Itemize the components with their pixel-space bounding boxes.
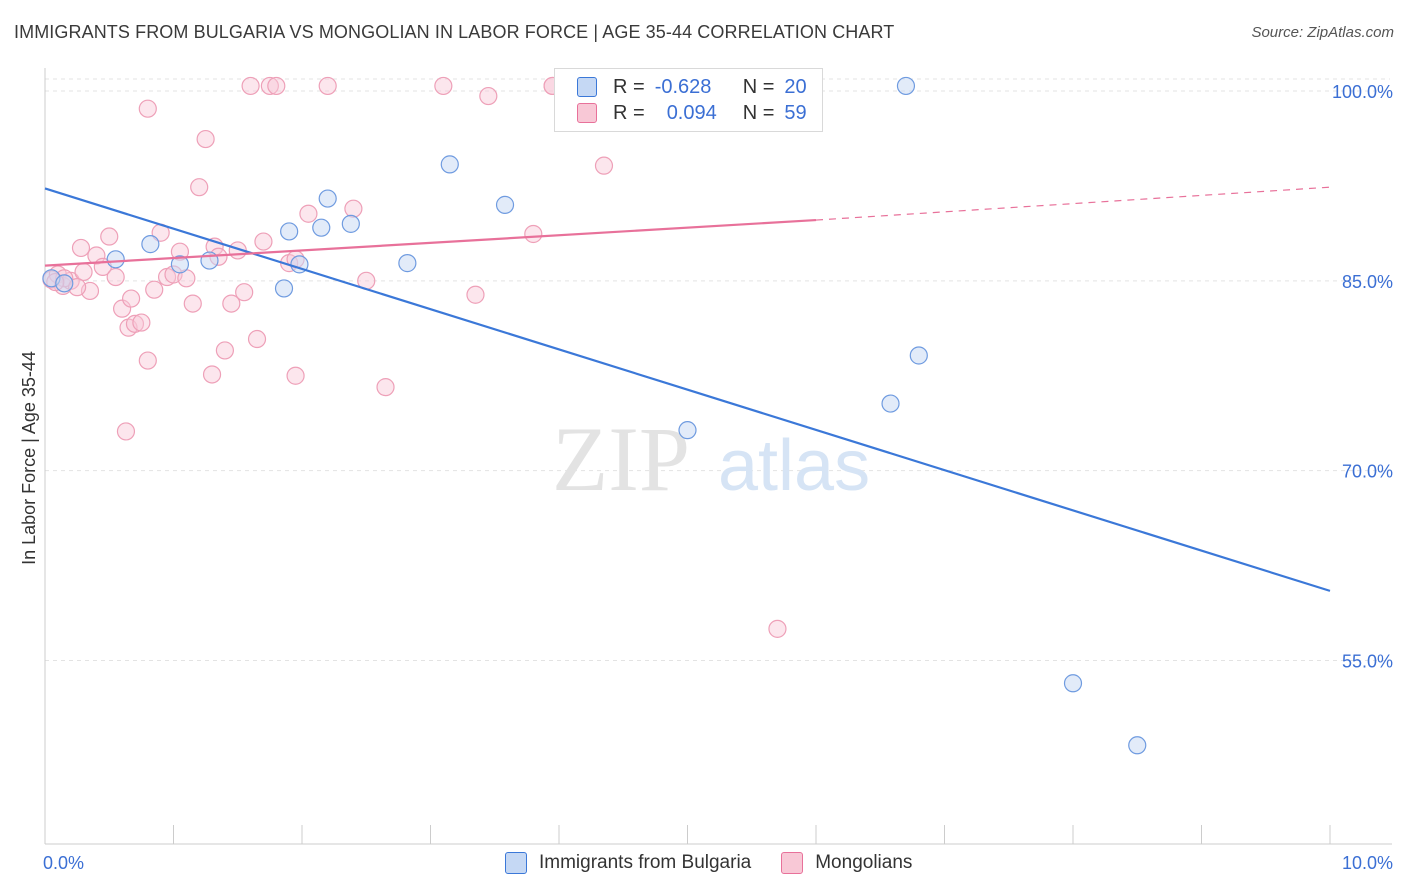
data-point-bulgaria bbox=[678, 421, 697, 440]
legend-label-bulgaria: Immigrants from Bulgaria bbox=[539, 852, 752, 873]
chart-title: IMMIGRANTS FROM BULGARIA VS MONGOLIAN IN… bbox=[14, 22, 895, 42]
data-point-bulgaria bbox=[312, 218, 331, 237]
legend-item-bulgaria: Immigrants from Bulgaria bbox=[505, 852, 751, 874]
y-tick-label: 55.0% bbox=[1342, 651, 1393, 671]
legend-r-value: 0.094 bbox=[666, 101, 717, 124]
legend-r-label: R = bbox=[613, 101, 645, 124]
data-point-mongolians bbox=[106, 267, 125, 287]
series-bulgaria-points bbox=[42, 76, 1147, 755]
legend-n-value: 59 bbox=[784, 101, 807, 124]
y-axis-label: In Labor Force | Age 35-44 bbox=[19, 351, 39, 565]
correlation-legend: R = -0.628 N = 20 R = 0.094 N = 59 bbox=[554, 68, 823, 132]
data-point-mongolians bbox=[594, 156, 614, 175]
axes bbox=[44, 68, 1392, 845]
x-tick-label: 10.0% bbox=[1342, 853, 1393, 873]
data-point-mongolians bbox=[299, 204, 318, 223]
data-point-bulgaria bbox=[896, 76, 916, 96]
data-point-mongolians bbox=[768, 619, 787, 638]
data-point-mongolians bbox=[466, 285, 485, 304]
data-point-mongolians bbox=[190, 178, 209, 197]
trend-line-bulgaria bbox=[44, 187, 1331, 592]
data-point-mongolians bbox=[183, 294, 202, 313]
series-legend: Immigrants from Bulgaria Mongolians bbox=[505, 852, 942, 874]
y-tick-label: 100.0% bbox=[1332, 82, 1393, 102]
data-point-bulgaria bbox=[55, 274, 74, 293]
data-point-mongolians bbox=[247, 329, 267, 349]
data-point-mongolians bbox=[318, 76, 337, 96]
data-point-mongolians bbox=[434, 76, 453, 96]
data-point-bulgaria bbox=[280, 222, 299, 241]
legend-r-label: R = bbox=[613, 75, 645, 98]
legend-swatch-blue bbox=[505, 852, 527, 874]
grid-lines bbox=[45, 78, 1390, 661]
data-point-mongolians bbox=[241, 76, 260, 96]
legend-r-value: -0.628 bbox=[654, 75, 712, 98]
series-mongolians-points bbox=[42, 76, 787, 638]
y-tick-label: 70.0% bbox=[1342, 462, 1393, 482]
legend-item-mongolians: Mongolians bbox=[781, 852, 912, 874]
data-point-bulgaria bbox=[495, 195, 515, 214]
axis-labels: 55.0% 70.0% 85.0% 100.0% 0.0% 10.0% In Labor F… bbox=[19, 82, 1393, 873]
data-point-mongolians bbox=[524, 224, 543, 244]
x-tick-label: 0.0% bbox=[43, 853, 84, 873]
data-point-mongolians bbox=[112, 299, 132, 318]
data-point-mongolians bbox=[286, 366, 305, 385]
data-point-mongolians bbox=[215, 341, 234, 360]
data-point-mongolians bbox=[196, 129, 215, 149]
legend-row-bulgaria: R = -0.628 N = 20 bbox=[577, 75, 807, 99]
data-point-mongolians bbox=[145, 280, 164, 299]
data-point-bulgaria bbox=[341, 214, 360, 233]
data-point-mongolians bbox=[267, 76, 286, 96]
data-point-mongolians bbox=[116, 422, 136, 441]
data-point-bulgaria bbox=[1063, 674, 1083, 693]
data-point-mongolians bbox=[479, 86, 498, 106]
data-point-mongolians bbox=[222, 294, 241, 313]
watermark-zip: ZIP bbox=[552, 408, 690, 510]
data-point-mongolians bbox=[138, 351, 157, 370]
legend-swatch-pink bbox=[577, 103, 597, 123]
data-point-bulgaria bbox=[881, 394, 900, 413]
data-point-mongolians bbox=[132, 313, 151, 332]
data-point-bulgaria bbox=[318, 189, 337, 208]
data-point-mongolians bbox=[125, 314, 145, 333]
legend-swatch-blue bbox=[577, 77, 597, 97]
data-point-mongolians bbox=[254, 232, 273, 251]
data-point-mongolians bbox=[376, 378, 395, 397]
data-point-mongolians bbox=[202, 365, 222, 384]
data-point-bulgaria bbox=[440, 155, 459, 174]
legend-n-label: N = bbox=[742, 101, 775, 124]
legend-n-label: N = bbox=[742, 75, 775, 98]
legend-label-mongolians: Mongolians bbox=[815, 852, 913, 873]
data-point-bulgaria bbox=[909, 346, 928, 365]
data-point-mongolians bbox=[260, 76, 279, 96]
data-point-bulgaria bbox=[398, 254, 417, 273]
data-point-bulgaria bbox=[106, 250, 125, 269]
trend-line-mongolians-extension bbox=[815, 186, 1331, 221]
watermark-atlas: atlas bbox=[718, 426, 870, 506]
data-point-mongolians bbox=[138, 99, 157, 118]
data-point-mongolians bbox=[74, 262, 93, 282]
legend-row-mongolians: R = 0.094 N = 59 bbox=[577, 101, 807, 125]
data-point-bulgaria bbox=[170, 255, 190, 274]
watermark: ZIP atlas bbox=[552, 408, 870, 510]
data-point-mongolians bbox=[121, 289, 141, 308]
legend-swatch-pink bbox=[781, 852, 804, 874]
data-point-mongolians bbox=[344, 199, 363, 218]
legend-n-value: 20 bbox=[784, 75, 807, 98]
y-tick-label: 85.0% bbox=[1342, 272, 1393, 292]
source-label: Source: ZipAtlas.com bbox=[1251, 24, 1394, 41]
data-point-mongolians bbox=[100, 227, 119, 246]
data-point-bulgaria bbox=[1128, 736, 1147, 755]
trend-line-mongolians bbox=[44, 218, 817, 267]
data-point-mongolians bbox=[71, 238, 91, 258]
data-point-bulgaria bbox=[274, 279, 294, 298]
data-point-bulgaria bbox=[141, 235, 160, 254]
data-point-mongolians bbox=[87, 246, 106, 265]
trend-lines bbox=[44, 186, 1331, 592]
data-point-mongolians bbox=[235, 283, 254, 302]
